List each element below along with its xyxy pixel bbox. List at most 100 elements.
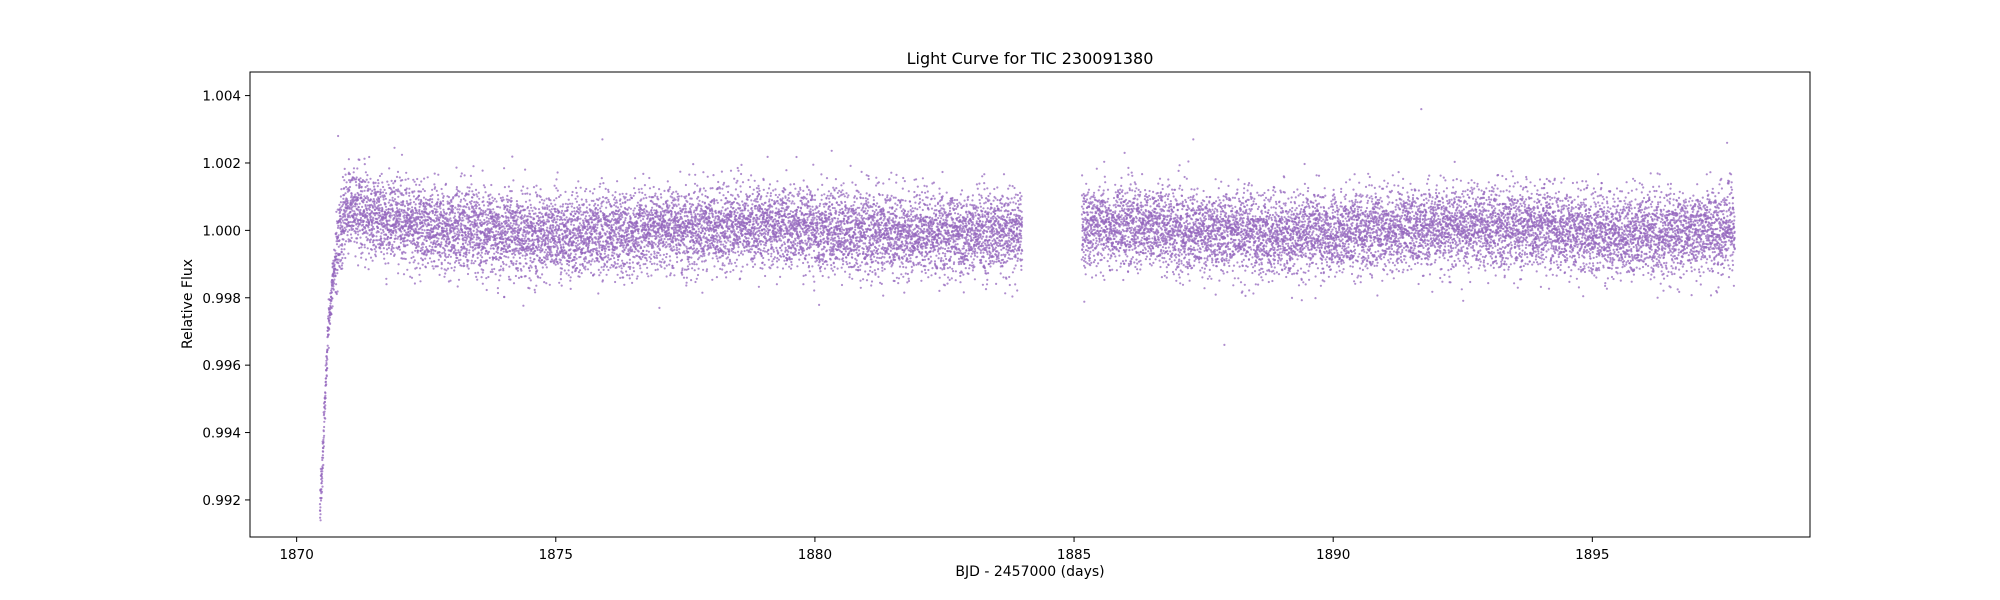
data-point [375, 246, 378, 249]
data-point [319, 509, 322, 512]
data-point [319, 519, 322, 522]
data-point [369, 198, 372, 201]
data-point [482, 204, 486, 207]
data-point [485, 243, 488, 246]
data-point [584, 251, 587, 254]
data-point [367, 181, 370, 184]
data-point [550, 208, 553, 211]
data-point [480, 208, 483, 212]
data-point [595, 232, 598, 235]
data-point [618, 237, 621, 240]
data-point [345, 181, 348, 184]
data-point [637, 188, 641, 191]
data-point [369, 256, 373, 259]
data-point [623, 221, 626, 224]
data-point [351, 209, 354, 212]
data-point [492, 231, 495, 234]
data-point [496, 220, 499, 223]
data-point [445, 229, 448, 232]
data-point [359, 193, 363, 196]
data-point [463, 174, 466, 177]
data-point [516, 209, 519, 212]
data-point [344, 192, 347, 195]
data-point [360, 256, 363, 259]
data-point [447, 196, 451, 199]
data-point [571, 244, 575, 247]
data-point [572, 224, 576, 227]
data-point [528, 277, 531, 280]
data-point [520, 214, 524, 217]
data-point [332, 282, 336, 285]
data-point [591, 210, 595, 213]
data-point [361, 228, 365, 231]
data-point [413, 190, 416, 193]
data-point [409, 201, 412, 204]
data-point [545, 282, 548, 285]
data-point [480, 251, 483, 254]
data-point [537, 208, 541, 211]
data-point [591, 192, 595, 195]
data-point [382, 198, 385, 201]
data-point [502, 198, 505, 201]
data-point [441, 222, 444, 226]
data-point [461, 216, 464, 219]
data-point [598, 250, 601, 253]
data-point [508, 245, 511, 248]
data-point [563, 256, 566, 259]
data-point [354, 221, 357, 224]
data-point [445, 227, 448, 230]
data-point [624, 263, 627, 266]
data-point [575, 257, 578, 260]
data-point [618, 193, 621, 196]
data-point [340, 264, 343, 267]
data-point [521, 192, 524, 195]
data-point [496, 251, 500, 254]
data-point [620, 267, 623, 270]
data-point [613, 252, 616, 255]
data-point [390, 247, 393, 251]
data-point [384, 262, 387, 265]
data-point [555, 249, 559, 252]
data-point [610, 205, 613, 208]
data-point [481, 256, 484, 259]
data-point [649, 233, 652, 236]
data-point [575, 200, 579, 203]
data-point [343, 248, 346, 251]
data-point [531, 225, 534, 228]
data-point [574, 197, 577, 200]
data-point [672, 191, 675, 194]
data-point [530, 216, 533, 219]
data-point [675, 252, 679, 255]
data-point [395, 207, 399, 210]
data-point [473, 233, 476, 236]
data-point [397, 188, 400, 191]
data-point [620, 239, 623, 242]
data-point [456, 256, 459, 260]
data-point [615, 266, 618, 269]
data-point [462, 262, 465, 265]
data-point [571, 210, 574, 213]
data-point [425, 245, 428, 249]
data-point [412, 178, 415, 181]
data-point [360, 185, 363, 188]
data-point [552, 224, 555, 227]
data-point [338, 203, 341, 206]
data-point [501, 235, 504, 238]
data-point [526, 230, 529, 233]
data-point [469, 243, 472, 246]
data-point [621, 259, 624, 262]
data-point [652, 246, 655, 249]
data-point [555, 258, 558, 261]
data-point [516, 211, 519, 214]
data-point [370, 215, 373, 218]
data-point [553, 199, 556, 202]
data-point [524, 250, 527, 253]
data-point [330, 291, 333, 294]
data-point [629, 265, 632, 269]
data-point [534, 212, 537, 215]
data-point [559, 243, 562, 247]
data-point [335, 210, 338, 213]
data-point [488, 238, 491, 242]
data-point [560, 228, 563, 231]
data-point [357, 233, 360, 236]
